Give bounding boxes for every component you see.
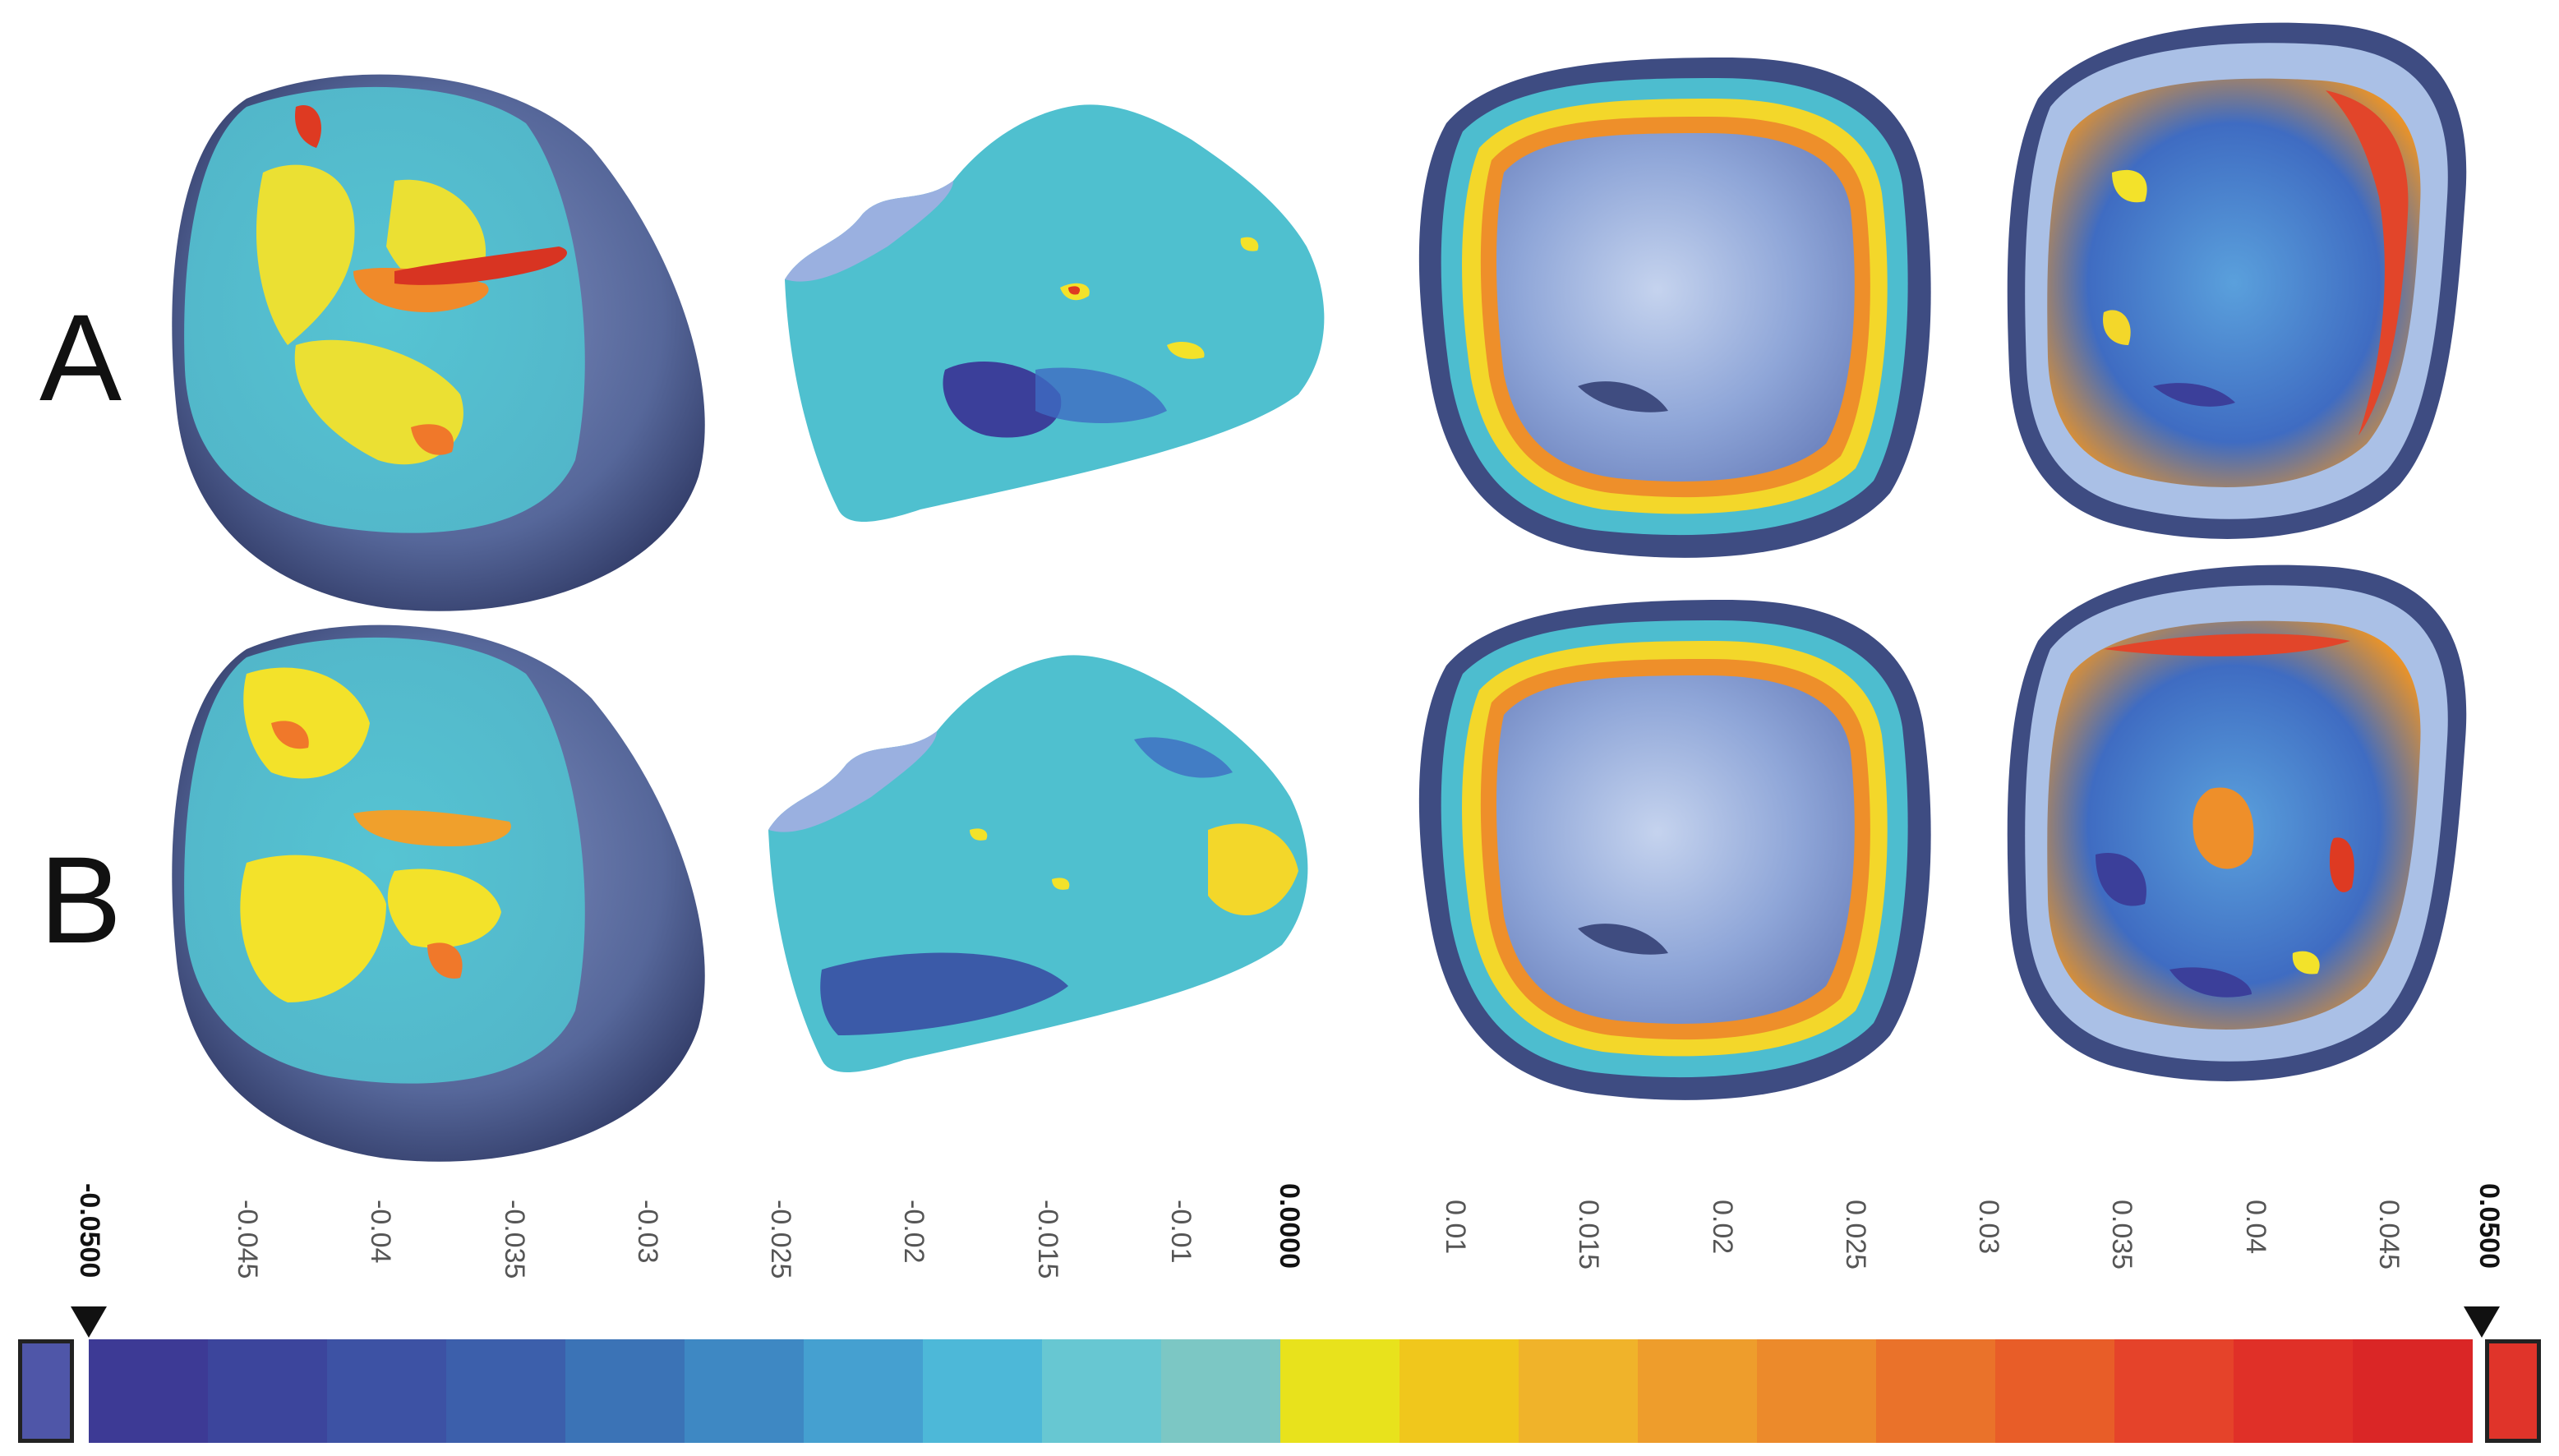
scale-segment	[1995, 1339, 2115, 1443]
scale-low-out-swatch	[18, 1339, 74, 1443]
orange-region	[271, 721, 309, 749]
scale-segment	[1161, 1339, 1281, 1443]
scale-tick-label: -0.045	[232, 1200, 264, 1279]
scale-segment	[1280, 1339, 1400, 1443]
inner-surface	[1496, 675, 1855, 1024]
scale-segment	[1876, 1339, 1996, 1443]
panel-b-intaglio	[1418, 600, 1931, 1100]
scale-tick-label: 0.045	[2372, 1200, 2405, 1270]
scale-tick-label: 0.025	[1839, 1200, 1871, 1270]
scale-min-marker	[71, 1306, 107, 1338]
yellow-region	[256, 164, 355, 345]
orange-region	[411, 424, 454, 455]
cavity-red-edge	[2326, 90, 2409, 435]
scale-tick-label: -0.035	[498, 1200, 530, 1279]
scale-segment	[923, 1339, 1043, 1443]
scale-min-label: -0.0500	[74, 1183, 105, 1279]
scale-tick-label: 0.03	[1973, 1200, 2005, 1255]
yellow-region	[2112, 169, 2147, 203]
scale-segment	[327, 1339, 447, 1443]
scale-segment	[1042, 1339, 1162, 1443]
orange-region	[2192, 787, 2254, 869]
scale-max-marker	[2464, 1306, 2500, 1338]
scale-tick-label: -0.01	[1164, 1200, 1197, 1264]
yellow-region	[1208, 823, 1298, 915]
yellow-region	[243, 667, 370, 779]
scale-tick-label: 0.015	[1573, 1200, 1605, 1270]
row-label-b: B	[39, 831, 122, 969]
scale-segment	[1519, 1339, 1639, 1443]
scale-segment	[685, 1339, 805, 1443]
red-region	[295, 105, 321, 148]
scale-tick-label: -0.015	[1031, 1200, 1063, 1279]
yellow-spot	[1052, 878, 1070, 890]
scale-segment	[2234, 1339, 2354, 1443]
yellow-spot	[1240, 237, 1259, 251]
scale-max-label: 0.0500	[2474, 1183, 2505, 1269]
scale-segment	[2114, 1339, 2234, 1443]
inner-surface	[1496, 133, 1855, 481]
scale-high-out-swatch	[2485, 1339, 2541, 1443]
scale-tick-label: 0.02	[1706, 1200, 1738, 1255]
scale-segment	[208, 1339, 328, 1443]
tooth-body	[785, 104, 1325, 522]
red-spot	[1068, 286, 1081, 295]
yellow-spot	[970, 828, 988, 841]
yellow-region	[387, 869, 501, 948]
scale-tick-label: 0.01	[1440, 1200, 1472, 1255]
panel-b-side	[768, 655, 1308, 1072]
scale-tick-label: -0.03	[631, 1200, 663, 1264]
deep-blue-region	[2153, 383, 2235, 407]
scale-tick-label: -0.04	[365, 1200, 397, 1264]
cusp-edge	[768, 731, 937, 832]
panel-b-occlusal	[172, 624, 705, 1162]
blue-region	[1134, 737, 1233, 778]
scale-tick-label: 0.04	[2239, 1200, 2271, 1255]
inner-shadow	[1578, 924, 1668, 955]
deep-blue-region	[2169, 967, 2252, 998]
inner-shadow	[1578, 381, 1668, 412]
scale-segment	[446, 1339, 566, 1443]
scale-segment	[1399, 1339, 1519, 1443]
red-region	[2330, 837, 2354, 892]
occlusal-surface	[184, 86, 585, 533]
scale-tick-label: 0.035	[2106, 1200, 2138, 1270]
orange-region	[427, 942, 463, 979]
yellow-spot	[1167, 341, 1205, 359]
deep-blue-region	[2096, 853, 2146, 906]
scale-segment	[1638, 1339, 1758, 1443]
red-region	[394, 247, 567, 285]
scale-segment	[565, 1339, 685, 1443]
panel-a-intaglio	[1418, 58, 1931, 558]
scale-segment	[89, 1339, 209, 1443]
panel-a-occlusal	[172, 74, 705, 611]
row-label-a: A	[39, 288, 122, 426]
panel-a-cavity	[2007, 22, 2467, 539]
tooth-scan-panels	[172, 22, 2467, 1162]
blue-region	[820, 952, 1068, 1035]
scale-segment	[1757, 1339, 1877, 1443]
scale-segment	[804, 1339, 924, 1443]
cusp-edge	[785, 181, 953, 282]
yellow-region	[240, 855, 386, 1002]
scale-segment	[2353, 1339, 2473, 1443]
panel-a-side	[785, 104, 1325, 522]
deep-blue-region	[943, 362, 1062, 438]
yellow-region	[2103, 310, 2131, 345]
yellow-region	[2292, 951, 2320, 975]
scale-tick-label: -0.025	[765, 1200, 797, 1279]
panel-b-cavity	[2007, 564, 2467, 1081]
scale-tick-label: -0.02	[898, 1200, 930, 1264]
cavity-red-edge	[2104, 634, 2350, 657]
orange-region	[353, 809, 511, 846]
scale-center-label: 0.0000	[1274, 1183, 1305, 1269]
blue-region	[1035, 367, 1167, 423]
